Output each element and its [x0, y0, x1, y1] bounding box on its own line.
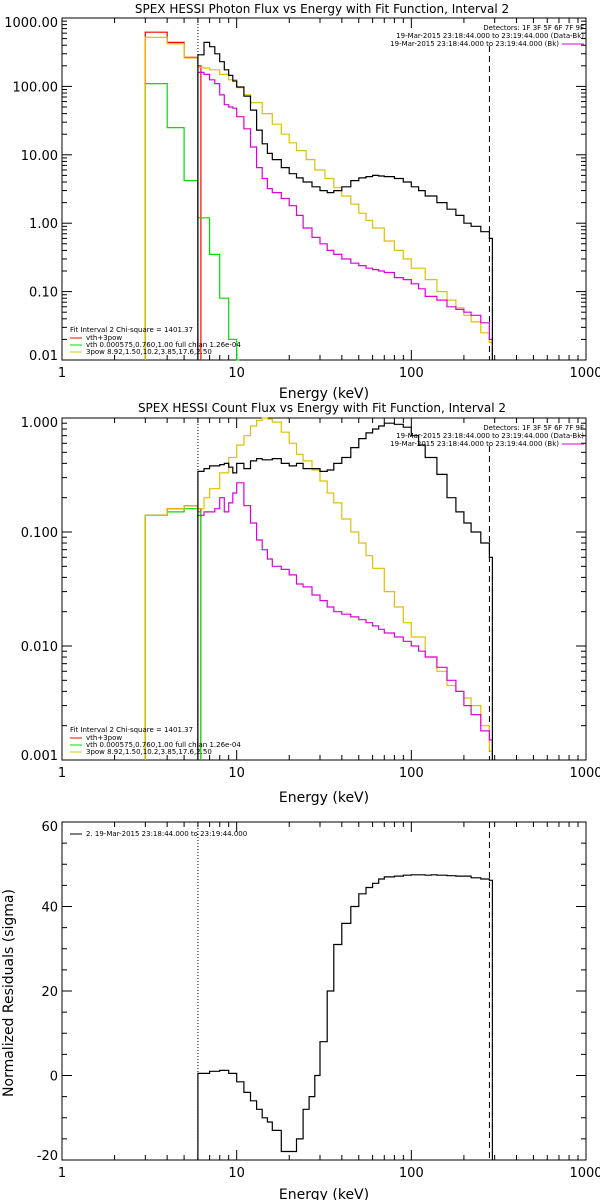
y-tick-label: 100.00	[13, 80, 59, 95]
y-tick-label: 1.00	[29, 217, 58, 232]
residuals-panel: 1 10 100 1000 -20 0 20 40 60 2. 19-Mar-2015 23:1…	[1, 820, 600, 1200]
legend: 2. 19-Mar-2015 23:18:44.000 to 23:19:44.…	[70, 830, 247, 838]
info-block: Detectors: 1F 3F 5F 6F 7F 9F 19-Mar-2015…	[390, 424, 584, 448]
info-line: Detectors: 1F 3F 5F 6F 7F 9F	[483, 424, 584, 432]
x-tick-label: 1	[58, 766, 66, 781]
y-axis-label: Normalized Residuals (sigma)	[1, 889, 17, 1097]
info-line: 19-Mar-2015 23:18:44.000 to 23:19:44.000…	[390, 40, 559, 48]
series-vth	[144, 82, 240, 361]
y-tick-label: 0.001	[21, 749, 58, 764]
series-2-19-mar-2015-23-18-44-000-to-23-19-44-000	[197, 874, 493, 1160]
y-tick-label: 10.00	[21, 149, 58, 164]
x-tick-label: 10	[228, 366, 245, 381]
x-tick-label: 100	[399, 766, 424, 781]
series-data-bk	[197, 41, 493, 360]
y-tick-label: 1.000	[21, 416, 58, 431]
y-tick-label: 20	[41, 985, 58, 1000]
x-tick-label: 100	[399, 366, 424, 381]
legend: Fit Interval 2 Chi-square = 1401.37 vth+…	[70, 726, 241, 756]
x-axis-label: Energy (keV)	[279, 1187, 369, 1200]
legend-entry: vth+3pow	[86, 334, 122, 342]
info-line: 19-Mar-2015 23:18:44.000 to 23:19:44.000…	[396, 432, 584, 440]
x-tick-label: 10	[228, 1166, 245, 1181]
y-tick-label: 60	[41, 820, 58, 835]
y-tick-label: 0.010	[21, 640, 58, 655]
legend-entry: 3pow 8.92,1.50,10.2,3.85,17.6,2.50	[86, 748, 212, 756]
legend-entry: vth+3pow	[86, 734, 122, 742]
legend: Fit Interval 2 Chi-square = 1401.37 vth+…	[70, 326, 241, 356]
series-bk	[197, 482, 493, 760]
x-tick-label: 1000	[569, 1166, 600, 1181]
y-tick-label: 0.10	[29, 286, 58, 301]
series-data-bk	[197, 422, 493, 760]
tick-group: 1 10 100 1000 0.01 0.10 1.00 10.00 100.00 1000.00	[4, 16, 600, 381]
x-tick-label: 10	[228, 766, 245, 781]
legend-entry: 2. 19-Mar-2015 23:18:44.000 to 23:19:44.…	[86, 830, 247, 838]
series-group	[197, 822, 493, 1160]
x-tick-label: 1000	[569, 766, 600, 781]
x-tick-label: 1	[58, 366, 66, 381]
y-tick-label: 40	[41, 901, 58, 916]
y-tick-label: -20	[37, 1149, 58, 1164]
series-bk	[197, 71, 493, 360]
info-line: 19-Mar-2015 23:18:44.000 to 23:19:44.000…	[390, 440, 559, 448]
legend-entry: 3pow 8.92,1.50,10.2,3.85,17.6,2.50	[86, 348, 212, 356]
series-3pow	[144, 417, 493, 760]
chart-title: SPEX HESSI Photon Flux vs Energy with Fi…	[135, 2, 509, 16]
series-3pow	[144, 36, 493, 360]
series-group	[144, 417, 493, 760]
legend-entry: vth 0.000575,0.760,1.00 full chian 1.26e…	[86, 741, 241, 749]
x-tick-label: 1000	[569, 366, 600, 381]
tick-group: 1 10 100 1000 -20 0 20 40 60	[37, 820, 600, 1181]
x-axis-label: Energy (keV)	[279, 790, 369, 806]
chart-title: SPEX HESSI Count Flux vs Energy with Fit…	[138, 401, 506, 415]
legend-title: Fit Interval 2 Chi-square = 1401.37	[70, 326, 193, 334]
series-group	[144, 18, 493, 361]
y-tick-label: 0.01	[29, 349, 58, 364]
x-tick-label: 1	[58, 1166, 66, 1181]
plot-frame	[61, 17, 587, 361]
info-block: Detectors: 1F 3F 5F 6F 7F 9F 19-Mar-2015…	[390, 24, 584, 48]
count-flux-panel: SPEX HESSI Count Flux vs Energy with Fit…	[21, 401, 600, 806]
x-axis-label: Energy (keV)	[279, 386, 369, 402]
y-tick-label: 0.100	[21, 526, 58, 541]
legend-entry: vth 0.000575,0.760,1.00 full chian 1.26e…	[86, 341, 241, 349]
legend-title: Fit Interval 2 Chi-square = 1401.37	[70, 726, 193, 734]
x-tick-label: 100	[399, 1166, 424, 1181]
tick-group: 1 10 100 1000 0.001 0.010 0.100 1.000	[21, 416, 600, 781]
info-line: 19-Mar-2015 23:18:44.000 to 23:19:44.000…	[396, 32, 584, 40]
y-tick-label: 1000.00	[4, 16, 58, 31]
plot-frame	[61, 417, 587, 761]
photon-flux-panel: SPEX HESSI Photon Flux vs Energy with Fi…	[4, 2, 600, 402]
info-line: Detectors: 1F 3F 5F 6F 7F 9F	[483, 24, 584, 32]
y-tick-label: 0	[50, 1070, 58, 1085]
